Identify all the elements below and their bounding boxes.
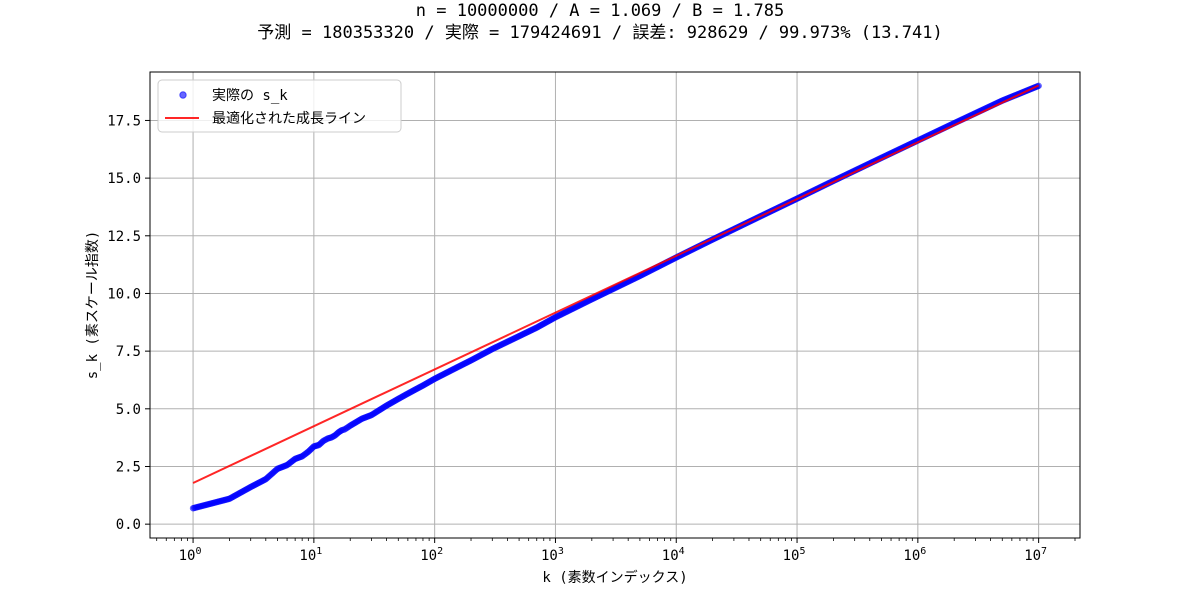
y-tick-label: 15.0 <box>107 171 141 187</box>
x-tick-exponent: 1 <box>316 546 322 557</box>
y-tick-label: 0.0 <box>116 517 141 533</box>
x-tick-label: 106 <box>903 546 926 564</box>
x-tick-label: 102 <box>420 546 443 564</box>
x-tick-base: 10 <box>541 548 558 564</box>
legend: 実際の s_k 最適化された成長ライン <box>157 79 402 133</box>
x-tick-base: 10 <box>903 548 920 564</box>
plot-area <box>150 72 1080 538</box>
y-tick-label: 12.5 <box>107 229 141 245</box>
y-tick-label: 7.5 <box>116 344 141 360</box>
legend-scatter-marker <box>179 91 187 99</box>
x-tick-label: 107 <box>1024 546 1047 564</box>
chart-title-line-2: 予測 = 180353320 / 実際 = 179424691 / 誤差: 92… <box>257 23 943 43</box>
x-tick-label: 103 <box>541 546 564 564</box>
y-tick-label: 17.5 <box>107 113 141 129</box>
plot-frame <box>149 71 1081 539</box>
y-tick-label: 2.5 <box>116 459 141 475</box>
x-tick-exponent: 4 <box>679 546 685 557</box>
legend-box <box>157 79 402 133</box>
grid-lines <box>145 72 1080 543</box>
x-tick-exponent: 2 <box>437 546 443 557</box>
x-axis-label: k (素数インデックス) <box>542 569 687 586</box>
x-tick-base: 10 <box>1024 548 1041 564</box>
y-tick-labels: 0.0 2.5 5.0 7.5 10.0 12.5 15.0 17.5 <box>107 113 141 533</box>
x-tick-base: 10 <box>783 548 800 564</box>
y-tick-label: 5.0 <box>116 402 141 418</box>
y-axis-label: s_k (素スケール指数) <box>85 231 101 380</box>
x-tick-base: 10 <box>299 548 316 564</box>
chart-title-line-1: n = 10000000 / A = 1.069 / B = 1.785 <box>415 1 785 21</box>
x-tick-exponent: 3 <box>558 546 564 557</box>
x-tick-base: 10 <box>420 548 437 564</box>
x-tick-label: 100 <box>179 546 202 564</box>
fit-line <box>192 84 1040 484</box>
x-tick-exponent: 7 <box>1041 546 1047 557</box>
y-tick-label: 10.0 <box>107 286 141 302</box>
x-tick-exponent: 5 <box>799 546 805 557</box>
x-tick-labels: 100 101 102 103 104 105 106 107 <box>179 546 1047 564</box>
x-tick-exponent: 6 <box>920 546 926 557</box>
x-tick-base: 10 <box>179 548 196 564</box>
legend-label-fit: 最適化された成長ライン <box>212 110 366 127</box>
series-layer <box>189 82 1042 512</box>
legend-label-actual: 実際の s_k <box>212 88 288 104</box>
x-tick-label: 105 <box>783 546 806 564</box>
x-tick-label: 101 <box>299 546 322 564</box>
x-tick-exponent: 0 <box>195 546 201 557</box>
x-tick-base: 10 <box>662 548 679 564</box>
x-tick-label: 104 <box>662 546 685 564</box>
